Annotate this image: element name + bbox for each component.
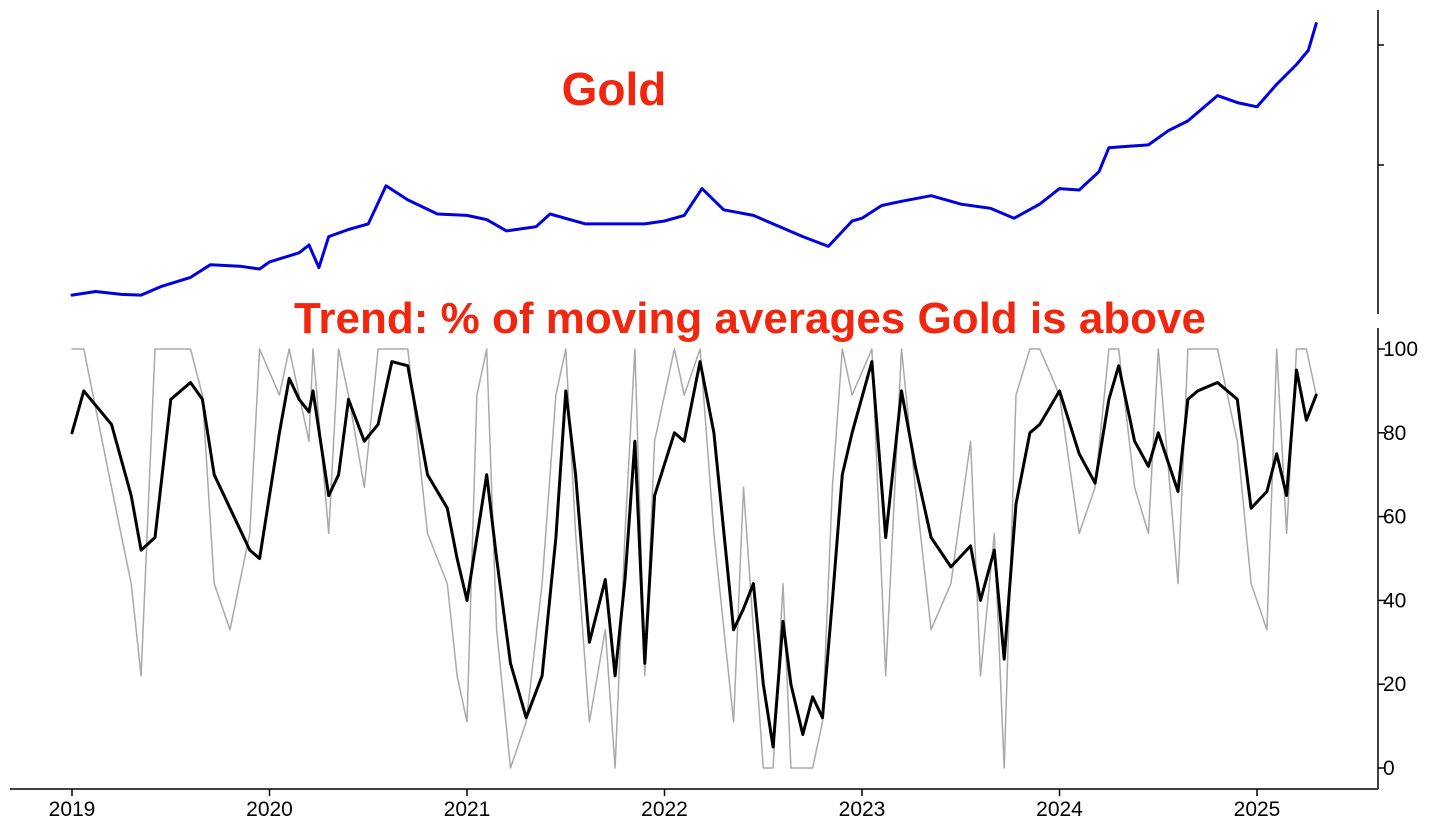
y-tick-label: 60 bbox=[1383, 506, 1406, 529]
gold-price-series bbox=[70, 22, 1318, 297]
trend-y-axis: 0 20 40 60 80 100 bbox=[1378, 338, 1418, 780]
gold-price-line bbox=[70, 22, 1318, 297]
gold-panel-title: Gold bbox=[562, 63, 667, 115]
y-tick-label: 100 bbox=[1383, 338, 1418, 361]
x-tick-label: 2022 bbox=[641, 798, 688, 821]
gold-price-panel: Gold bbox=[70, 10, 1384, 314]
y-tick-label: 80 bbox=[1383, 422, 1406, 445]
y-tick-label: 20 bbox=[1383, 673, 1406, 696]
y-tick-label: 40 bbox=[1383, 589, 1406, 612]
y-tick-label: 0 bbox=[1383, 757, 1395, 780]
smoothed-trend-line bbox=[70, 360, 1318, 749]
trend-x-axis: 2019 2020 2021 2022 2023 2024 2025 bbox=[49, 789, 1281, 821]
x-tick-label: 2021 bbox=[444, 798, 491, 821]
x-tick-label: 2024 bbox=[1036, 798, 1083, 821]
x-tick-label: 2020 bbox=[246, 798, 293, 821]
trend-panel: Trend: % of moving averages Gold is abov… bbox=[10, 294, 1418, 821]
trend-panel-title: Trend: % of moving averages Gold is abov… bbox=[294, 294, 1206, 343]
trend-series-group bbox=[70, 348, 1318, 769]
x-tick-label: 2025 bbox=[1234, 798, 1281, 821]
x-tick-label: 2019 bbox=[49, 798, 96, 821]
raw-trend-line bbox=[71, 348, 1317, 769]
x-tick-label: 2023 bbox=[839, 798, 886, 821]
